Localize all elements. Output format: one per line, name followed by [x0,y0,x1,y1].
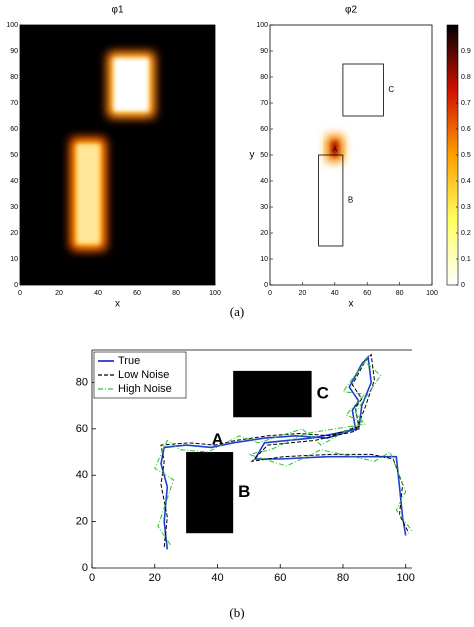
y-tick-label: 60 [10,126,18,133]
y-tick-label: 10 [10,256,18,263]
obstacle-label: C [317,384,329,403]
obstacle-label: C [388,85,394,94]
y-tick-label: 10 [260,256,268,263]
legend-label: Low Noise [118,369,169,381]
obstacle [186,452,234,534]
chart-title: φ2 [345,5,357,16]
y-tick-label: 80 [10,74,18,81]
y-tick-label: 70 [260,100,268,107]
x-axis-label: x [349,299,354,310]
y-tick-label: 30 [260,204,268,211]
point-label: A [212,431,224,448]
y-tick-label: 50 [260,152,268,159]
y-tick-label: 70 [10,100,18,107]
y-tick-label: 80 [76,376,88,388]
colorbar-tick-label: 0.7 [461,100,471,107]
y-tick-label: 90 [10,48,18,55]
y-tick-label: 0 [82,562,88,574]
legend-label: High Noise [118,383,172,395]
y-tick-label: 20 [10,230,18,237]
caption: (a) [230,304,244,319]
chart-title: φ1 [111,5,123,16]
x-tick-label: 40 [331,290,339,297]
x-tick-label: 60 [133,290,141,297]
y-tick-label: 100 [256,22,268,29]
y-tick-label: 50 [10,152,18,159]
heat-blob [113,58,149,112]
colorbar-tick-label: 0.3 [461,204,471,211]
obstacle [342,63,384,117]
y-tick-label: 80 [260,74,268,81]
y-tick-label: 0 [14,282,18,289]
plot-background [270,25,432,285]
x-tick-label: 0 [268,290,272,297]
trajectory [154,356,413,546]
y-tick-label: 40 [76,469,88,481]
colorbar-tick-label: 0.2 [461,230,471,237]
y-tick-label: 40 [260,178,268,185]
x-tick-label: 80 [172,290,180,297]
x-tick-label: 80 [396,290,404,297]
obstacle [318,154,344,247]
x-tick-label: 40 [94,290,102,297]
legend-label: True [118,355,140,367]
heat-blob [76,144,100,244]
caption: (b) [229,605,244,620]
obstacle-label: B [238,482,250,501]
trajectory [160,353,410,548]
heat-blob [331,141,338,156]
obstacle [233,370,312,418]
y-tick-label: 100 [6,22,18,29]
y-tick-label: 40 [10,178,18,185]
y-tick-label: 0 [264,282,268,289]
x-tick-label: 100 [397,572,415,584]
trajectory [160,355,407,550]
x-tick-label: 0 [18,290,22,297]
x-tick-label: 100 [209,290,221,297]
x-tick-label: 60 [274,572,286,584]
x-axis-label: x [115,299,120,310]
colorbar-tick-label: 0.6 [461,126,471,133]
x-tick-label: 60 [363,290,371,297]
x-tick-label: 100 [426,290,438,297]
colorbar-tick-label: 0.4 [461,178,471,185]
x-tick-label: 20 [55,290,63,297]
x-tick-label: 0 [89,572,95,584]
point-label: A [332,147,337,154]
colorbar-tick-label: 0.8 [461,74,471,81]
colorbar-tick-label: 0 [461,282,465,289]
y-tick-label: 20 [76,516,88,528]
y-axis-label: y [250,150,255,161]
heat-layer [70,52,155,250]
x-tick-label: 40 [211,572,223,584]
x-tick-label: 80 [337,572,349,584]
y-tick-label: 90 [260,48,268,55]
x-tick-label: 20 [149,572,161,584]
y-tick-label: 30 [10,204,18,211]
y-tick-label: 60 [76,423,88,435]
colorbar-tick-label: 0.1 [461,256,471,263]
y-tick-label: 20 [260,230,268,237]
legend-box [93,351,187,399]
y-tick-label: 60 [260,126,268,133]
colorbar-tick-label: 0.5 [461,152,471,159]
obstacle-label: B [348,196,353,205]
colorbar-tick-label: 0.9 [461,48,471,55]
x-tick-label: 20 [299,290,307,297]
